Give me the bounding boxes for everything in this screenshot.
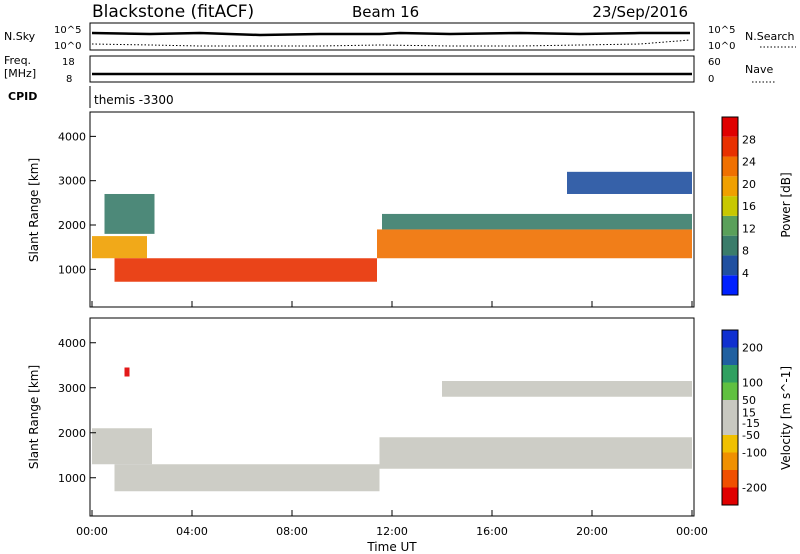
nsearch-label: N.Search	[745, 30, 795, 43]
velocity-colorbar-frame	[721, 329, 739, 506]
velocity-colorbar-tick-1: -100	[742, 447, 767, 460]
power-colorbar-label: Power [dB]	[779, 172, 793, 237]
power-colorbar-tick-3: 16	[742, 200, 756, 213]
power-y-tick-label-3: 4000	[58, 130, 86, 143]
nave-tick-top: 60	[708, 57, 721, 68]
velocity-colorbar-tick-0: -200	[742, 482, 767, 495]
velocity-colorbar-segment-4	[722, 417, 738, 435]
power-colorbar-tick-4: 20	[742, 178, 756, 191]
velocity-colorbar-segment-0	[722, 487, 738, 505]
power-y-tick-label-0: 1000	[58, 263, 86, 276]
velocity-colorbar-segment-3	[722, 435, 738, 453]
nave-tick-bottom: 0	[708, 74, 714, 85]
power-band-5	[567, 171, 692, 194]
velocity-colorbar-segment-2	[722, 452, 738, 470]
velocity-colorbar-tick-5: 50	[742, 394, 756, 407]
velocity-colorbar-tick-7: 200	[742, 342, 763, 355]
freq-tick-top: 18	[62, 57, 75, 68]
power-colorbar-tick-2: 12	[742, 222, 756, 235]
nsearch-tick-bottom: 10^0	[708, 41, 735, 52]
velocity-band-3	[442, 381, 692, 397]
x-tick-label-6: 00:00	[676, 525, 708, 538]
beam-title: Beam 16	[352, 3, 419, 21]
power-colorbar-tick-6: 28	[742, 133, 756, 146]
velocity-y-tick-label-2: 3000	[58, 382, 86, 395]
velocity-data-layer	[92, 367, 692, 492]
velocity-colorbar-tick-6: 100	[742, 377, 763, 390]
velocity-colorbar-segment-5	[722, 400, 738, 418]
velocity-colorbar-segment-1	[722, 470, 738, 488]
date-title: 23/Sep/2016	[592, 3, 688, 21]
power-colorbar: 4 8 12 16 20 24 28	[721, 116, 756, 296]
velocity-y-tick-label-3: 4000	[58, 337, 86, 350]
nsky-panel	[89, 22, 695, 51]
power-colorbar-tick-0: 4	[742, 267, 749, 280]
power-colorbar-segment-0	[722, 275, 738, 295]
nsearch-line	[91, 39, 691, 47]
x-tick-label-2: 08:00	[276, 525, 308, 538]
velocity-colorbar-segment-8	[722, 347, 738, 365]
power-band-1	[104, 193, 155, 234]
cpid-value: themis -3300	[94, 93, 174, 107]
nsky-tick-top: 10^5	[54, 25, 81, 36]
x-tick-label-1: 04:00	[176, 525, 208, 538]
power-band-4	[382, 213, 692, 230]
velocity-band-4	[124, 367, 130, 377]
power-y-tick-label-2: 3000	[58, 175, 86, 188]
cpid-label: CPID	[8, 90, 37, 103]
power-y-ticks: 1000 2000 3000 4000	[58, 130, 96, 276]
nsky-line	[91, 31, 690, 37]
velocity-colorbar-segment-7	[722, 365, 738, 383]
power-colorbar-tick-5: 24	[742, 156, 756, 169]
power-colorbar-segment-7	[722, 136, 738, 157]
velocity-y-tick-label-0: 1000	[58, 472, 86, 485]
power-colorbar-segment-6	[722, 156, 738, 177]
x-axis-ticks: 00:00 04:00 08:00 12:00 16:00 20:00 00:00	[76, 301, 708, 538]
power-colorbar-segment-4	[722, 196, 738, 216]
velocity-y-label: Slant Range [km]	[27, 365, 41, 469]
velocity-y-tick-label-1: 2000	[58, 427, 86, 440]
x-tick-label-3: 12:00	[376, 525, 408, 538]
power-colorbar-segment-3	[722, 215, 738, 236]
nsky-tick-bottom: 10^0	[54, 41, 81, 52]
power-colorbar-segment-2	[722, 235, 738, 256]
freq-label: Freq.	[4, 54, 31, 67]
power-y-tick-label-1: 2000	[58, 219, 86, 232]
nave-label: Nave	[745, 63, 773, 76]
velocity-band-1	[114, 464, 380, 492]
power-band-3	[377, 229, 692, 259]
power-colorbar-frame	[721, 116, 739, 296]
x-tick-label-5: 20:00	[576, 525, 608, 538]
nsearch-tick-top: 10^5	[708, 25, 735, 36]
x-axis-label: Time UT	[366, 540, 417, 554]
velocity-colorbar-tick-4: 15	[742, 406, 756, 419]
x-tick-label-0: 00:00	[76, 525, 108, 538]
power-colorbar-segment-1	[722, 255, 738, 276]
power-band-2	[114, 258, 377, 282]
station-title: Blackstone (fitACF)	[92, 2, 254, 22]
power-colorbar-segment-8	[722, 117, 738, 137]
x-tick-label-4: 16:00	[476, 525, 508, 538]
power-colorbar-tick-1: 8	[742, 245, 749, 258]
velocity-colorbar-label: Velocity [m s^-1]	[779, 366, 793, 470]
power-band-0	[92, 236, 147, 259]
power-colorbar-segment-5	[722, 176, 738, 197]
power-data-layer	[92, 171, 692, 282]
velocity-y-ticks: 1000 2000 3000 4000	[58, 337, 96, 485]
freq-tick-bottom: 8	[66, 74, 72, 85]
velocity-colorbar-segment-9	[722, 330, 738, 348]
velocity-band-2	[379, 437, 692, 469]
velocity-colorbar-tick-2: -50	[742, 429, 760, 442]
nsky-label: N.Sky	[4, 30, 36, 43]
freq-unit: [MHz]	[4, 67, 36, 80]
velocity-band-0	[92, 428, 152, 465]
freq-panel	[89, 55, 695, 83]
power-y-label: Slant Range [km]	[27, 158, 41, 262]
velocity-colorbar-tick-3: -15	[742, 417, 760, 430]
velocity-colorbar-segment-6	[722, 382, 738, 400]
